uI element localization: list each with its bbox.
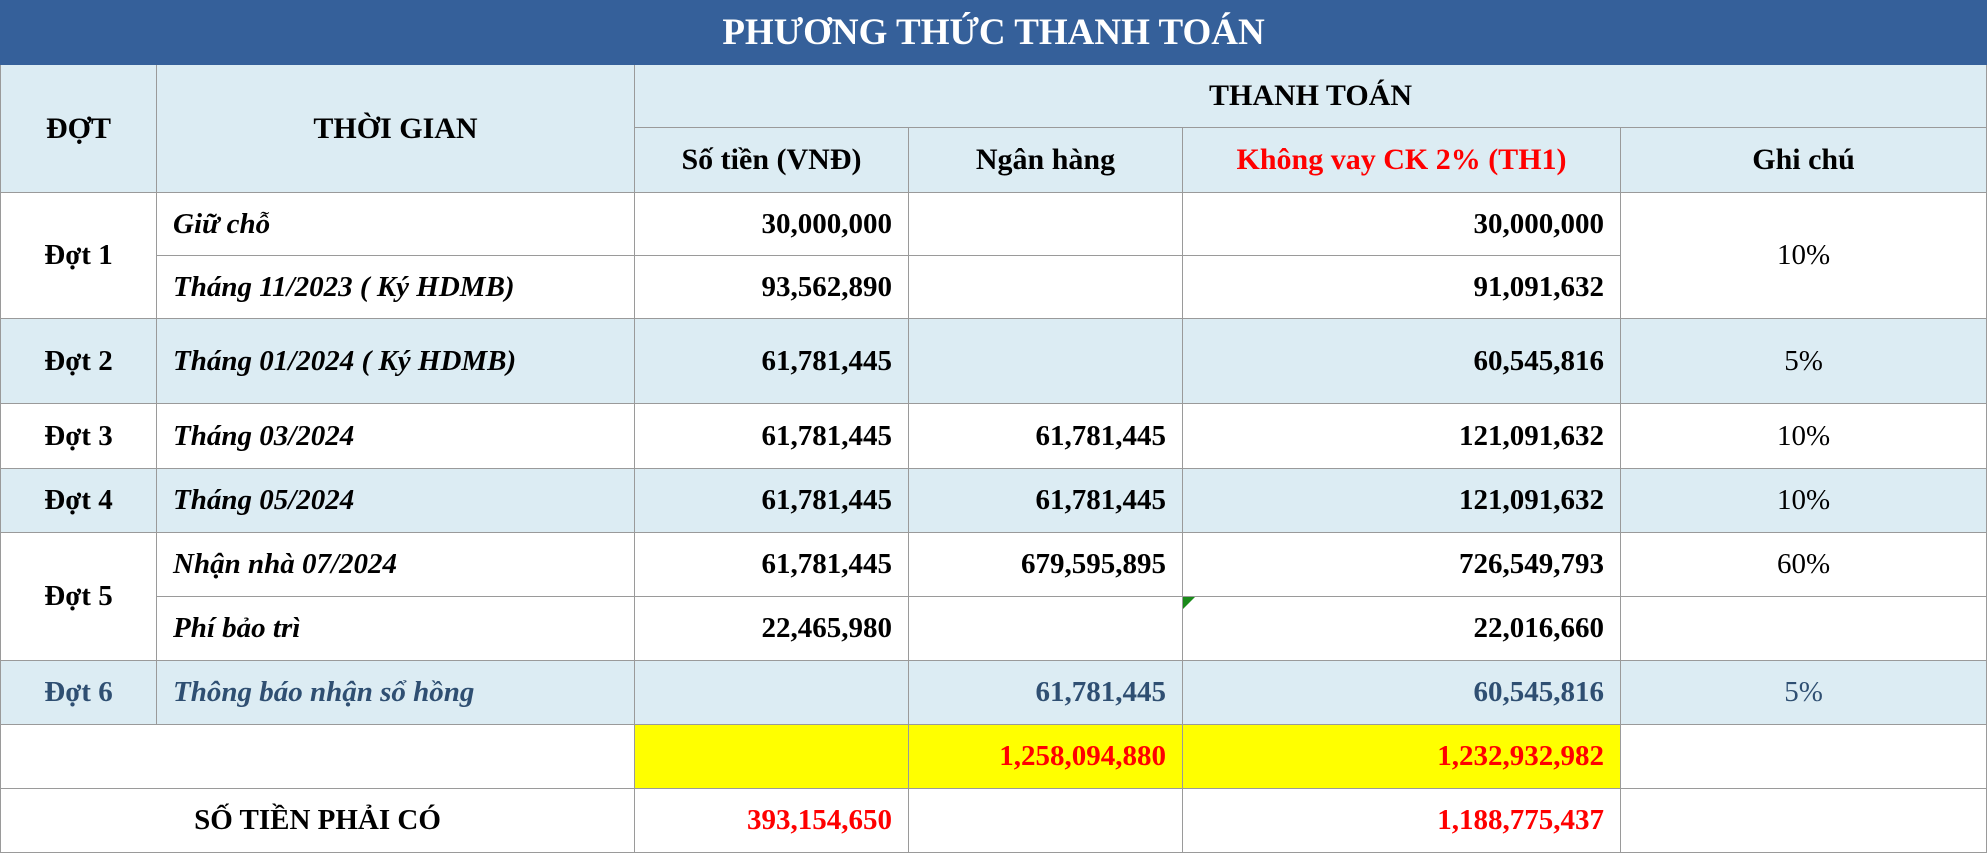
- ngan-hang-cell: 61,781,445: [908, 403, 1183, 469]
- required-label: SỐ TIỀN PHẢI CÓ: [0, 788, 635, 853]
- required-row: SỐ TIỀN PHẢI CÓ 393,154,650 1,188,775,43…: [0, 788, 1988, 853]
- header-dot: ĐỢT: [0, 64, 157, 193]
- khong-vay-cell: 91,091,632: [1182, 255, 1621, 319]
- dot-label: Đợt 1: [0, 192, 157, 319]
- table-row: Đợt 3 Tháng 03/2024 61,781,445 61,781,44…: [0, 403, 1988, 469]
- khong-vay-cell: 22,016,660: [1182, 596, 1621, 661]
- dot-label: Đợt 2: [0, 318, 157, 404]
- ghi-chu-cell: 10%: [1619, 468, 1988, 533]
- cell-comment-marker-icon: [1183, 597, 1195, 609]
- ngan-hang-cell: [908, 596, 1183, 661]
- time-cell: Tháng 11/2023 ( Ký HDMB): [156, 255, 635, 319]
- so-tien-cell: 61,781,445: [634, 468, 909, 533]
- header-ghi-chu: Ghi chú: [1619, 127, 1988, 193]
- time-cell: Tháng 01/2024 ( Ký HDMB): [156, 318, 635, 404]
- title-row: PHƯƠNG THỨC THANH TOÁN: [0, 0, 1988, 65]
- dot-label: Đợt 6: [0, 660, 157, 725]
- time-cell: Giữ chỗ: [156, 192, 635, 256]
- totals-row: 1,258,094,880 1,232,932,982: [0, 724, 1988, 789]
- so-tien-cell: 30,000,000: [634, 192, 909, 256]
- khong-vay-cell: 121,091,632: [1182, 403, 1621, 469]
- khong-vay-cell: 60,545,816: [1182, 660, 1621, 725]
- table-row: Phí bảo trì 22,465,980 22,016,660: [1, 596, 1988, 661]
- khong-vay-cell: 726,549,793: [1182, 532, 1621, 597]
- so-tien-cell: [634, 660, 909, 725]
- totals-so-tien-cell: [634, 724, 909, 789]
- time-cell: Phí bảo trì: [156, 596, 635, 661]
- header-ngan-hang: Ngân hàng: [908, 127, 1183, 193]
- ghi-chu-cell: [1619, 596, 1988, 661]
- header-row-1: ĐỢT THỜI GIAN THANH TOÁN: [0, 64, 1988, 193]
- so-tien-cell: 61,781,445: [634, 403, 909, 469]
- table-row: Đợt 4 Tháng 05/2024 61,781,445 61,781,44…: [0, 468, 1988, 533]
- total-khong-vay: 1,232,932,982: [1182, 724, 1621, 789]
- so-tien-cell: 22,465,980: [634, 596, 909, 661]
- total-ngan-hang: 1,258,094,880: [908, 724, 1183, 789]
- ngan-hang-cell: [908, 192, 1183, 256]
- ngan-hang-cell: [908, 255, 1183, 319]
- table-row: Đợt 1 Giữ chỗ 30,000,000 30,000,000 10%: [0, 192, 1988, 319]
- required-ngan-hang-cell: [908, 788, 1183, 853]
- table-row: Đợt 5 Nhận nhà 07/2024 61,781,445 679,59…: [0, 532, 1988, 661]
- ngan-hang-cell: 679,595,895: [908, 532, 1183, 597]
- table-row: Đợt 6 Thông báo nhận sổ hồng 61,781,445 …: [0, 660, 1988, 725]
- header-thoi-gian: THỜI GIAN: [156, 64, 635, 193]
- ngan-hang-cell: 61,781,445: [908, 468, 1183, 533]
- header-khong-vay: Không vay CK 2% (TH1): [1182, 127, 1621, 193]
- table-row: Tháng 11/2023 ( Ký HDMB) 93,562,890 91,0…: [1, 255, 1987, 319]
- time-cell: Tháng 03/2024: [156, 403, 635, 469]
- so-tien-cell: 61,781,445: [634, 318, 909, 404]
- time-cell: Thông báo nhận sổ hồng: [156, 660, 635, 725]
- ghi-chu-cell: 60%: [1619, 532, 1988, 597]
- required-khong-vay: 1,188,775,437: [1182, 788, 1621, 853]
- totals-ghi-chu-cell: [1619, 724, 1988, 789]
- so-tien-cell: 61,781,445: [634, 532, 909, 597]
- khong-vay-cell: 60,545,816: [1182, 318, 1621, 404]
- ghi-chu-cell: 5%: [1619, 660, 1988, 725]
- dot-label: Đợt 4: [0, 468, 157, 533]
- ghi-chu-cell: 5%: [1619, 318, 1988, 404]
- khong-vay-value: 22,016,660: [1473, 612, 1605, 644]
- header-thanh-toan: THANH TOÁN: [633, 64, 1988, 128]
- khong-vay-cell: 121,091,632: [1182, 468, 1621, 533]
- time-cell: Nhận nhà 07/2024: [156, 532, 635, 597]
- ghi-chu-cell: 10%: [1619, 192, 1988, 319]
- header-row-2: Số tiền (VNĐ) Ngân hàng Không vay CK 2% …: [1, 127, 1988, 193]
- dot-label: Đợt 3: [0, 403, 157, 469]
- ngan-hang-cell: [908, 318, 1183, 404]
- table-row: Đợt 2 Tháng 01/2024 ( Ký HDMB) 61,781,44…: [0, 318, 1988, 404]
- totals-label-cell: [0, 724, 635, 789]
- ghi-chu-cell: 10%: [1619, 403, 1988, 469]
- table-title: PHƯƠNG THỨC THANH TOÁN: [0, 0, 1988, 65]
- dot-label: Đợt 5: [0, 532, 157, 661]
- ngan-hang-cell: 61,781,445: [908, 660, 1183, 725]
- header-so-tien: Số tiền (VNĐ): [634, 127, 909, 193]
- required-so-tien: 393,154,650: [634, 788, 909, 853]
- required-ghi-chu-cell: [1619, 788, 1988, 853]
- time-cell: Tháng 05/2024: [156, 468, 635, 533]
- so-tien-cell: 93,562,890: [634, 255, 909, 319]
- khong-vay-cell: 30,000,000: [1182, 192, 1621, 256]
